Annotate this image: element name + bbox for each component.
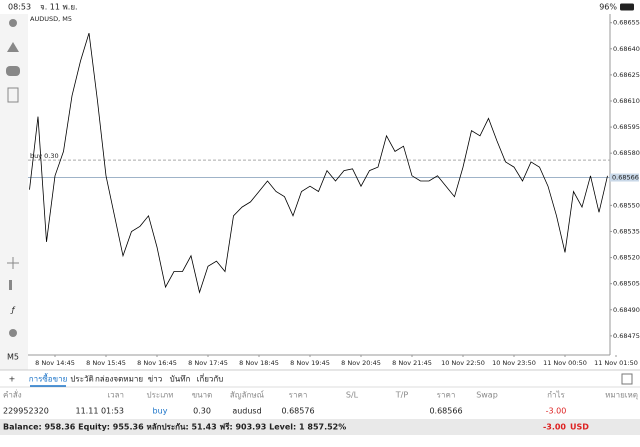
chart-title: AUDUSD, M5	[30, 15, 72, 23]
x-tick-label: 8 Nov 14:45	[35, 359, 75, 367]
column-header: T/P	[395, 391, 409, 400]
y-tick-label: 0.68475	[613, 332, 640, 340]
price-line	[29, 32, 608, 294]
account-summary: Balance: 958.36 Equity: 955.36 หลักประกั…	[3, 422, 346, 432]
tab[interactable]: ประวัติ	[70, 375, 93, 384]
y-tick-label: 0.68640	[613, 45, 640, 53]
column-header: หมายเหตุ	[605, 391, 638, 400]
table-cell: audusd	[232, 407, 261, 416]
x-tick-label: 10 Nov 23:50	[492, 359, 536, 367]
table-cell: 11.11 01:53	[76, 407, 125, 416]
y-tick-label: 0.68580	[613, 149, 640, 157]
new-order-icon[interactable]	[7, 87, 19, 103]
y-tick-label: 0.68610	[613, 97, 640, 105]
table-cell: -3.00	[546, 407, 567, 416]
column-header: ราคา	[437, 391, 456, 400]
x-tick-label: 8 Nov 20:45	[341, 359, 381, 367]
y-tick-label: 0.68535	[613, 227, 640, 235]
table-cell: buy	[153, 407, 168, 416]
chat-icon[interactable]	[6, 66, 20, 76]
tab[interactable]: กล่องจดหมาย	[95, 375, 143, 384]
column-header: กำไร	[547, 391, 565, 400]
status-bar	[0, 0, 640, 14]
tab[interactable]: เกี่ยวกับ	[197, 373, 224, 384]
candle-icon[interactable]	[9, 280, 12, 290]
x-tick-label: 11 Nov 01:50	[594, 359, 638, 367]
bid-box	[610, 173, 639, 182]
timeframe-button[interactable]: M5	[7, 353, 19, 362]
crosshair-icon[interactable]	[7, 257, 19, 269]
x-tick-label: 10 Nov 22:50	[441, 359, 485, 367]
status-date: จ. 11 พ.ย.	[40, 3, 78, 12]
bid-label: 0.68566	[612, 174, 639, 182]
add-button[interactable]: +	[9, 375, 16, 384]
x-tick-label: 8 Nov 16:45	[137, 359, 177, 367]
order-label: buy 0.30	[30, 152, 59, 160]
x-tick-label: 8 Nov 17:45	[188, 359, 228, 367]
y-tick-label: 0.68550	[613, 201, 640, 209]
account-icon[interactable]	[9, 19, 17, 27]
trade-icon[interactable]	[7, 42, 19, 52]
column-header: สัญลักษณ์	[230, 390, 265, 400]
y-tick-label: 0.68520	[613, 254, 640, 262]
status-time: 08:53	[8, 3, 31, 12]
column-header: ราคา	[289, 391, 308, 400]
y-tick-label: 0.68490	[613, 306, 640, 314]
table-cell: 0.30	[193, 407, 211, 416]
column-header: คำสั่ง	[3, 389, 22, 400]
x-tick-label: 8 Nov 19:45	[290, 359, 330, 367]
column-header: เวลา	[107, 391, 124, 400]
tab[interactable]: บันทึก	[170, 375, 191, 384]
footer-profit: -3.00	[543, 423, 566, 432]
column-header: ประเภท	[147, 391, 174, 400]
x-tick-label: 8 Nov 18:45	[239, 359, 279, 367]
battery-icon	[620, 3, 634, 11]
x-tick-label: 8 Nov 15:45	[86, 359, 126, 367]
footer-bar	[0, 419, 640, 435]
layout-button[interactable]	[621, 373, 633, 385]
table-cell: 0.68576	[281, 407, 314, 416]
tab[interactable]: การซื้อขาย	[29, 373, 68, 384]
column-header: S/L	[346, 391, 359, 400]
status-battery: 96%	[599, 3, 617, 12]
y-tick-label: 0.68625	[613, 71, 640, 79]
x-tick-label: 11 Nov 00:50	[543, 359, 587, 367]
tab[interactable]: ข่าว	[148, 375, 162, 384]
column-header: ขนาด	[192, 391, 213, 400]
indicator-icon[interactable]: ƒ	[10, 306, 16, 315]
objects-icon[interactable]	[9, 329, 17, 337]
y-tick-label: 0.68595	[613, 123, 640, 131]
x-tick-label: 8 Nov 21:45	[392, 359, 432, 367]
y-tick-label: 0.68505	[613, 280, 640, 288]
column-header: Swap	[476, 391, 498, 400]
table-cell: 229952320	[3, 407, 49, 416]
y-tick-label: 0.68655	[613, 19, 640, 27]
footer-currency: USD	[570, 423, 589, 432]
table-cell: 0.68566	[429, 407, 462, 416]
